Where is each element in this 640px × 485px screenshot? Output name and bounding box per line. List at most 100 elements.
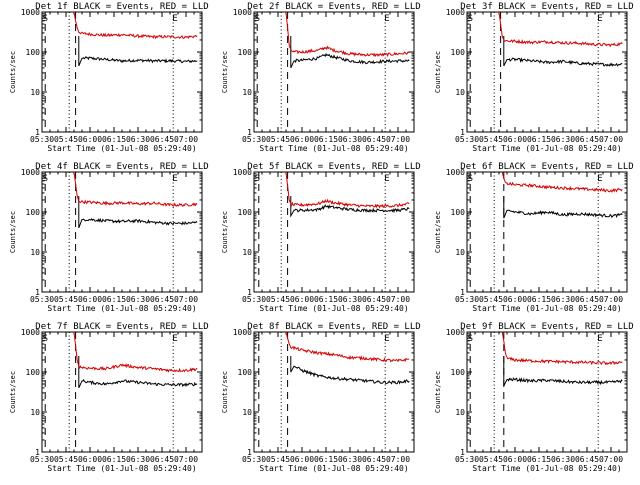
x-tick-label: 06:00: [78, 295, 102, 304]
lld-series-line: [73, 171, 198, 208]
marker-e: E: [597, 174, 602, 184]
x-axis-label: Start Time (01-Jul-08 05:29:40): [47, 304, 196, 313]
x-tick-label: 06:15: [527, 295, 551, 304]
x-axis-label: Start Time (01-Jul-08 05:29:40): [259, 464, 408, 473]
x-tick-label: 05:30: [30, 455, 54, 464]
x-tick-label: 06:45: [150, 295, 174, 304]
marker-e: E: [172, 174, 177, 184]
y-axis-label: Counts/sec: [434, 51, 442, 93]
y-tick-label: 1000: [233, 168, 252, 177]
panel-title: Det 5f BLACK = Events, RED = LLD: [247, 162, 420, 172]
y-tick-label: 1: [460, 128, 465, 137]
x-axis-label: Start Time (01-Jul-08 05:29:40): [472, 304, 621, 313]
x-tick-label: 06:45: [575, 455, 599, 464]
x-tick-label: 06:00: [503, 295, 527, 304]
y-axis-label: Counts/sec: [434, 211, 442, 253]
x-tick-label: 07:00: [174, 295, 198, 304]
x-tick-label: 06:15: [314, 295, 338, 304]
x-tick-label: 06:30: [126, 295, 150, 304]
marker-s: S: [43, 174, 48, 184]
x-tick-label: 07:00: [174, 455, 198, 464]
x-tick-label: 07:00: [386, 455, 410, 464]
x-tick-label: 06:15: [527, 455, 551, 464]
y-tick-label: 10: [242, 248, 252, 257]
x-tick-label: 07:00: [174, 135, 198, 144]
detector-panel-5: Det 5f BLACK = Events, RED = LLD 1 10 100 10…: [221, 162, 421, 313]
y-tick-label: 100: [238, 208, 253, 217]
x-tick-label: 06:15: [314, 455, 338, 464]
detector-panel-7: Det 7f BLACK = Events, RED = LLD 1 10 100 10…: [9, 322, 209, 473]
x-tick-label: 05:30: [455, 135, 479, 144]
axes-frame: [41, 11, 203, 133]
y-tick-label: 1: [460, 448, 465, 457]
panel-title: Det 9f BLACK = Events, RED = LLD: [460, 322, 633, 332]
axes-frame: [466, 11, 628, 133]
marker-s: S: [468, 334, 473, 344]
axes-frame: [41, 171, 203, 293]
axes-frame: [253, 171, 415, 293]
lld-series-line: [498, 11, 623, 48]
panel-title: Det 1f BLACK = Events, RED = LLD: [35, 2, 208, 12]
detector-panel-8: Det 8f BLACK = Events, RED = LLD 1 10 100 10…: [221, 322, 421, 473]
marker-s: S: [43, 14, 48, 24]
x-tick-label: 06:00: [290, 295, 314, 304]
x-tick-label: 06:00: [503, 455, 527, 464]
lld-series-line: [285, 171, 410, 209]
marker-s: S: [255, 14, 260, 24]
axes-frame: [466, 331, 628, 453]
x-tick-label: 06:15: [102, 295, 126, 304]
y-axis-label: Counts/sec: [221, 371, 229, 413]
x-tick-label: 05:30: [455, 295, 479, 304]
marker-e: E: [597, 14, 602, 24]
y-tick-label: 1: [35, 288, 40, 297]
x-axis-label: Start Time (01-Jul-08 05:29:40): [259, 304, 408, 313]
x-tick-label: 05:30: [242, 455, 266, 464]
panel-title: Det 4f BLACK = Events, RED = LLD: [35, 162, 208, 172]
x-tick-label: 06:45: [575, 135, 599, 144]
x-tick-label: 06:30: [338, 135, 362, 144]
y-tick-label: 100: [26, 368, 41, 377]
events-series-line: [290, 196, 410, 218]
marker-e: E: [172, 334, 177, 344]
y-tick-label: 1: [35, 128, 40, 137]
x-tick-label: 07:00: [386, 135, 410, 144]
events-series-line: [290, 36, 410, 69]
y-tick-label: 1000: [233, 328, 252, 337]
y-tick-label: 1: [247, 128, 252, 137]
x-axis-label: Start Time (01-Jul-08 05:29:40): [472, 464, 621, 473]
x-tick-label: 06:00: [503, 135, 527, 144]
panel-title: Det 6f BLACK = Events, RED = LLD: [460, 162, 633, 172]
y-axis-label: Counts/sec: [221, 51, 229, 93]
y-tick-label: 10: [30, 408, 40, 417]
x-tick-label: 05:45: [54, 455, 78, 464]
y-tick-label: 1: [460, 288, 465, 297]
x-tick-label: 05:30: [30, 295, 54, 304]
x-tick-label: 05:45: [479, 455, 503, 464]
y-axis-label: Counts/sec: [9, 51, 17, 93]
x-tick-label: 06:00: [290, 455, 314, 464]
marker-s: S: [468, 14, 473, 24]
y-axis-label: Counts/sec: [434, 371, 442, 413]
events-series-line: [503, 196, 623, 219]
x-tick-label: 06:30: [551, 455, 575, 464]
x-tick-label: 06:30: [338, 295, 362, 304]
x-tick-label: 06:45: [362, 295, 386, 304]
x-tick-label: 06:30: [338, 455, 362, 464]
x-tick-label: 06:30: [551, 135, 575, 144]
events-series-line: [78, 196, 198, 229]
x-tick-label: 06:15: [314, 135, 338, 144]
x-tick-label: 06:30: [126, 135, 150, 144]
x-axis-label: Start Time (01-Jul-08 05:29:40): [47, 144, 196, 153]
detector-panel-9: Det 9f BLACK = Events, RED = LLD 1 10 100 10…: [434, 322, 634, 473]
x-tick-label: 07:00: [386, 295, 410, 304]
x-tick-label: 06:45: [150, 135, 174, 144]
lld-series-line: [285, 331, 410, 363]
y-tick-label: 100: [451, 368, 466, 377]
axes-frame: [253, 11, 415, 133]
x-axis-label: Start Time (01-Jul-08 05:29:40): [259, 144, 408, 153]
panel-title: Det 3f BLACK = Events, RED = LLD: [460, 2, 633, 12]
marker-s: S: [255, 174, 260, 184]
y-axis-label: Counts/sec: [9, 211, 17, 253]
y-tick-label: 1: [247, 288, 252, 297]
y-tick-label: 1000: [233, 8, 252, 17]
